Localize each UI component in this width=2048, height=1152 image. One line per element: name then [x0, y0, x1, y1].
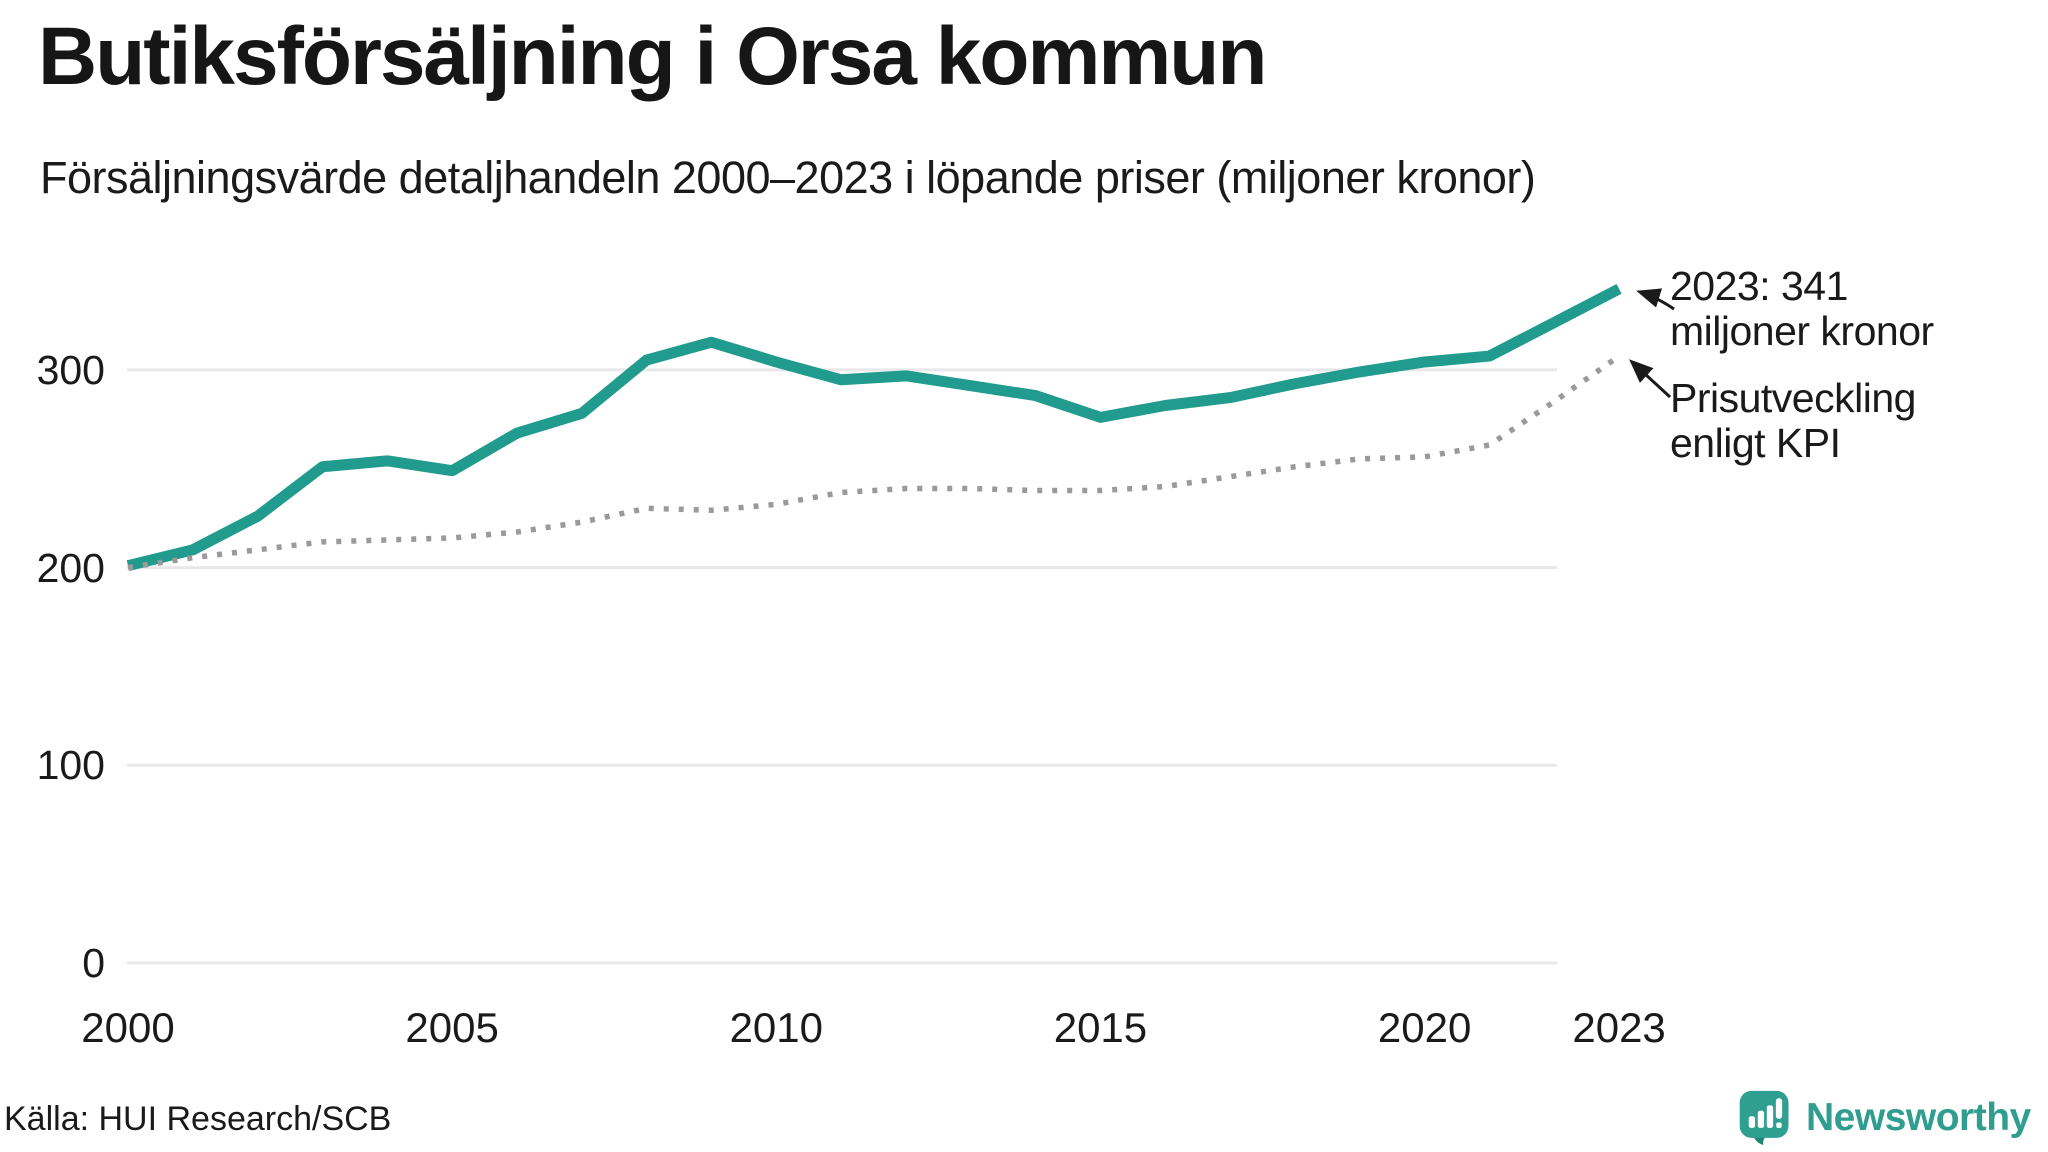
y-tick-label-300: 300	[36, 346, 105, 393]
annotation-arrow-kpi	[1629, 359, 1672, 399]
x-tick-label-2010: 2010	[729, 1004, 824, 1051]
kpi-price-line	[127, 353, 1621, 571]
chart-subtitle: Försäljningsvärde detaljhandeln 2000–202…	[40, 152, 1536, 203]
x-tick-label-2023: 2023	[1572, 1004, 1666, 1051]
x-tick-label-2020: 2020	[1377, 1004, 1472, 1051]
annotation-kpi: Prisutveckling enligt KPI	[1670, 376, 1916, 466]
newsworthy-speech-bubble-icon	[1739, 1090, 1789, 1146]
annotation-kpi-line1: Prisutveckling	[1670, 375, 1916, 421]
annotation-sales-line1: 2023: 341	[1670, 263, 1848, 309]
annotation-kpi-line2: enligt KPI	[1670, 420, 1841, 466]
y-tick-label-200: 200	[36, 544, 105, 591]
y-tick-label-100: 100	[36, 742, 105, 789]
x-tick-label-2015: 2015	[1053, 1004, 1148, 1051]
annotation-sales-line2: miljoner kronor	[1670, 308, 1934, 354]
newsworthy-logo-text: Newsworthy	[1806, 1096, 2031, 1139]
chart-title: Butiksförsäljning i Orsa kommun	[38, 11, 1267, 102]
sales-line	[126, 283, 1622, 571]
y-tick-label-0: 0	[82, 940, 105, 986]
x-tick-label-2005: 2005	[405, 1004, 499, 1051]
newsworthy-logo: Newsworthy	[1738, 1090, 2031, 1146]
x-tick-label-2000: 2000	[81, 1004, 175, 1051]
gridlines	[127, 368, 1557, 965]
annotation-arrows	[1629, 288, 1675, 399]
data-series	[126, 283, 1622, 571]
annotation-sales-2023: 2023: 341 miljoner kronor	[1670, 264, 1934, 354]
source-note: Källa: HUI Research/SCB	[4, 1100, 392, 1138]
annotation-arrow-sales	[1636, 288, 1675, 311]
